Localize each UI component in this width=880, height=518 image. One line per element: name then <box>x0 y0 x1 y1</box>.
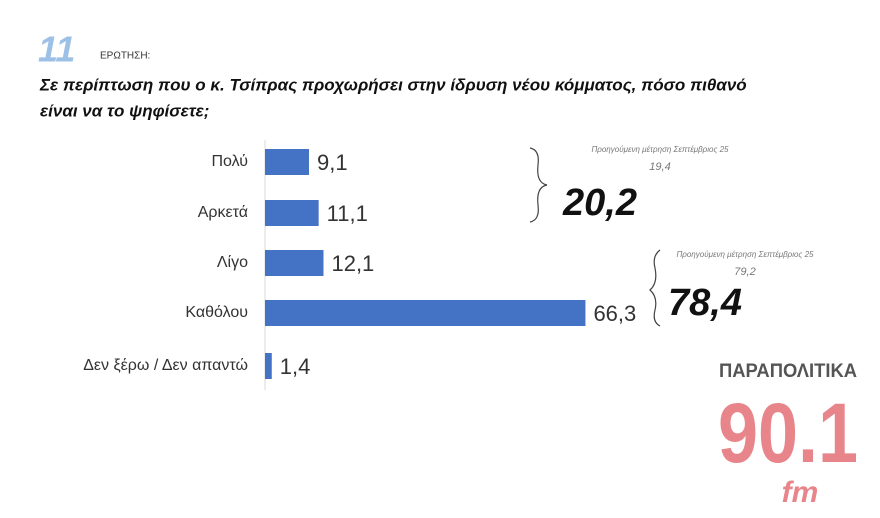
annotation-total: 78,4 <box>668 282 742 324</box>
annotation-previous: 19,4 <box>649 161 670 173</box>
annotation-note: Προηγούμενη μέτρηση Σεπτέμβριος 25 <box>591 145 729 154</box>
question-number: 11 <box>38 29 75 70</box>
annotation-note: Προηγούμενη μέτρηση Σεπτέμβριος 25 <box>676 250 814 259</box>
value-label: 12,1 <box>331 251 374 276</box>
brace <box>529 147 548 223</box>
logo-frequency: 90.1 <box>718 386 858 480</box>
category-label: Αρκετά <box>198 204 248 221</box>
category-label: Λίγο <box>217 254 248 271</box>
category-label: Καθόλου <box>185 304 248 321</box>
question-label: ΕΡΩΤΗΣΗ: <box>100 51 150 62</box>
bar <box>265 300 586 326</box>
value-label: 66,3 <box>593 301 636 326</box>
chart-title: είναι να το ψηφίσετε; <box>40 101 209 120</box>
annotation-total: 20,2 <box>562 182 637 224</box>
category-label: Δεν ξέρω / Δεν απαντώ <box>83 357 248 374</box>
chart-title: Σε περίπτωση που ο κ. Τσίπρας προχωρήσει… <box>39 75 747 94</box>
value-label: 9,1 <box>317 150 348 175</box>
bar <box>265 200 319 226</box>
bar <box>265 250 324 276</box>
value-label: 11,1 <box>327 201 368 226</box>
value-label: 1,4 <box>280 354 311 379</box>
brace <box>649 249 661 327</box>
bar <box>265 149 309 175</box>
logo-band: fm <box>782 476 819 509</box>
category-label: Πολύ <box>211 153 248 170</box>
bar <box>265 353 272 379</box>
logo-brand: ΠΑΡΑΠΟΛΙΤΙΚΑ <box>719 361 857 382</box>
annotation-previous: 79,2 <box>734 266 755 278</box>
